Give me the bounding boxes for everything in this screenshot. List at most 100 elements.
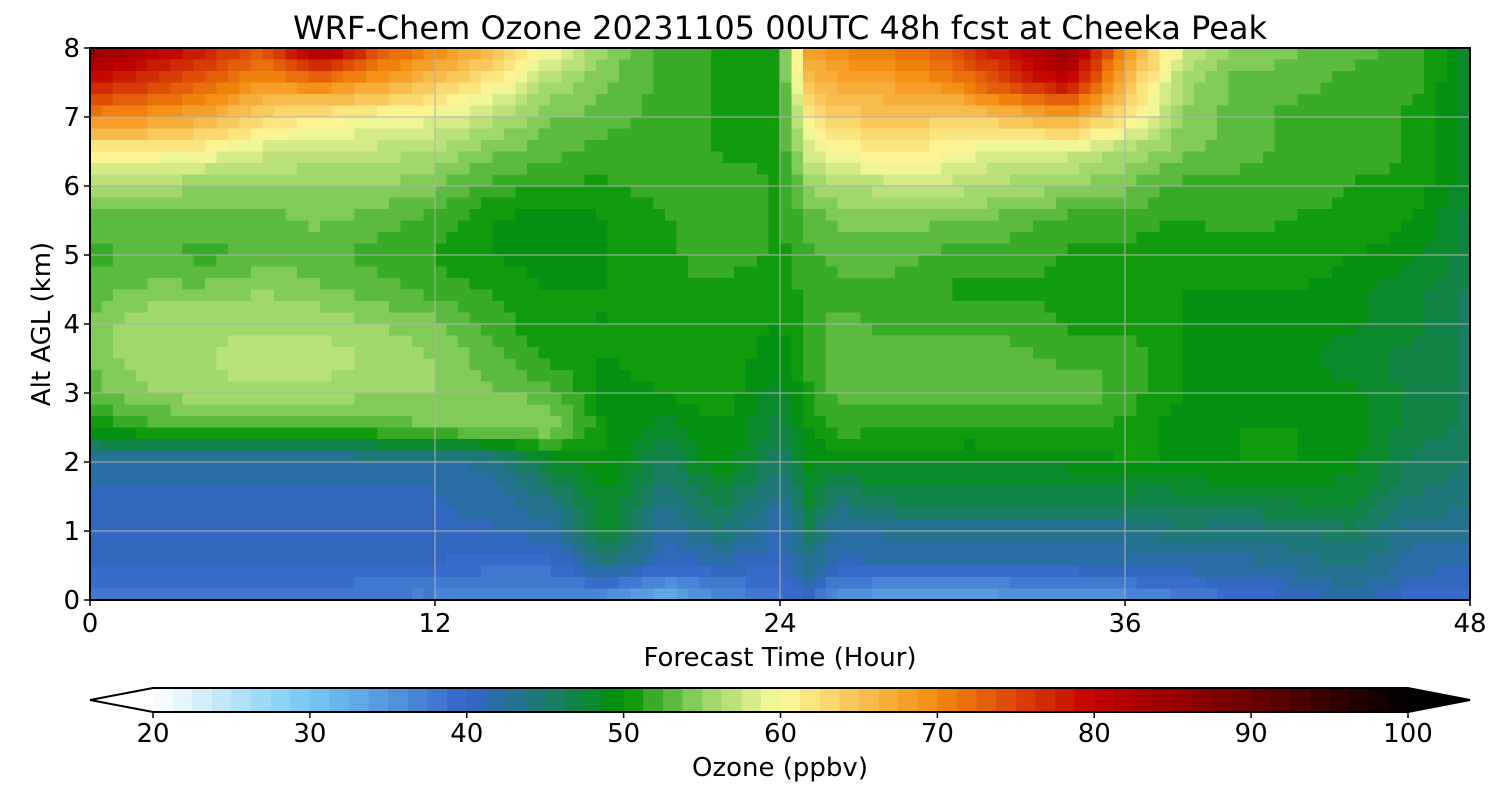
- heatmap-cell: [573, 335, 586, 348]
- heatmap-cell: [964, 347, 977, 360]
- heatmap-cell: [676, 312, 689, 325]
- heatmap-cell: [297, 278, 310, 291]
- heatmap-cell: [216, 140, 229, 153]
- heatmap-cell: [1309, 278, 1322, 291]
- heatmap-cell: [619, 174, 632, 187]
- heatmap-cell: [803, 209, 816, 222]
- heatmap-cell: [113, 473, 126, 486]
- heatmap-cell: [1297, 243, 1310, 256]
- heatmap-cell: [803, 404, 816, 417]
- heatmap-cell: [377, 82, 390, 95]
- heatmap-cell: [642, 243, 655, 256]
- heatmap-cell: [1044, 140, 1057, 153]
- heatmap-cell: [895, 289, 908, 302]
- heatmap-cell: [182, 462, 195, 475]
- heatmap-cell: [849, 439, 862, 452]
- heatmap-cell: [481, 439, 494, 452]
- heatmap-cell: [170, 358, 183, 371]
- heatmap-cell: [1067, 473, 1080, 486]
- heatmap-cell: [1389, 174, 1402, 187]
- heatmap-cell: [389, 117, 402, 130]
- heatmap-cell: [918, 416, 931, 429]
- heatmap-cell: [1286, 220, 1299, 233]
- heatmap-cell: [1458, 473, 1471, 486]
- heatmap-cell: [964, 140, 977, 153]
- heatmap-cell: [860, 473, 873, 486]
- heatmap-cell: [1136, 393, 1149, 406]
- heatmap-cell: [1102, 416, 1115, 429]
- heatmap-cell: [883, 289, 896, 302]
- heatmap-cell: [1263, 48, 1276, 61]
- heatmap-cell: [573, 59, 586, 72]
- heatmap-cell: [136, 94, 149, 107]
- heatmap-cell: [193, 370, 206, 383]
- heatmap-cell: [872, 393, 885, 406]
- heatmap-cell: [987, 71, 1000, 84]
- heatmap-cell: [400, 439, 413, 452]
- heatmap-cell: [941, 473, 954, 486]
- heatmap-cell: [1412, 416, 1425, 429]
- heatmap-cell: [1263, 71, 1276, 84]
- heatmap-cell: [366, 404, 379, 417]
- heatmap-cell: [573, 450, 586, 463]
- heatmap-cell: [377, 220, 390, 233]
- heatmap-cell: [1067, 105, 1080, 118]
- heatmap-cell: [1148, 163, 1161, 176]
- heatmap-cell: [1332, 473, 1345, 486]
- heatmap-cell: [1332, 427, 1345, 440]
- heatmap-cell: [343, 186, 356, 199]
- heatmap-cell: [216, 335, 229, 348]
- heatmap-cell: [435, 519, 448, 532]
- heatmap-cell: [400, 151, 413, 164]
- heatmap-cell: [665, 519, 678, 532]
- heatmap-cell: [1102, 278, 1115, 291]
- heatmap-cell: [768, 427, 781, 440]
- heatmap-cell: [492, 462, 505, 475]
- heatmap-cell: [895, 427, 908, 440]
- heatmap-cell: [216, 427, 229, 440]
- heatmap-cell: [1251, 278, 1264, 291]
- heatmap-cells: [90, 48, 1471, 601]
- heatmap-cell: [1297, 324, 1310, 337]
- heatmap-cell: [400, 232, 413, 245]
- heatmap-cell: [1309, 243, 1322, 256]
- heatmap-cell: [1136, 243, 1149, 256]
- heatmap-cell: [124, 59, 137, 72]
- heatmap-cell: [803, 220, 816, 233]
- heatmap-cell: [504, 312, 517, 325]
- heatmap-cell: [1056, 94, 1069, 107]
- heatmap-cell: [699, 71, 712, 84]
- heatmap-cell: [1113, 117, 1126, 130]
- heatmap-cell: [734, 266, 747, 279]
- heatmap-cell: [136, 163, 149, 176]
- heatmap-cell: [389, 473, 402, 486]
- heatmap-cell: [113, 128, 126, 141]
- heatmap-cell: [941, 324, 954, 337]
- heatmap-cell: [205, 209, 218, 222]
- heatmap-cell: [446, 278, 459, 291]
- heatmap-cell: [308, 508, 321, 521]
- heatmap-cell: [826, 94, 839, 107]
- heatmap-cell: [1217, 59, 1230, 72]
- heatmap-cell: [987, 243, 1000, 256]
- heatmap-cell: [1401, 266, 1414, 279]
- heatmap-cell: [895, 496, 908, 509]
- heatmap-cell: [400, 220, 413, 233]
- heatmap-cell: [1067, 128, 1080, 141]
- heatmap-cell: [814, 335, 827, 348]
- heatmap-cell: [216, 496, 229, 509]
- heatmap-cell: [837, 519, 850, 532]
- heatmap-cell: [90, 358, 103, 371]
- heatmap-cell: [331, 427, 344, 440]
- heatmap-cell: [1251, 232, 1264, 245]
- heatmap-cell: [435, 59, 448, 72]
- heatmap-cell: [941, 427, 954, 440]
- heatmap-cell: [1102, 59, 1115, 72]
- heatmap-cell: [1194, 358, 1207, 371]
- heatmap-cell: [1251, 105, 1264, 118]
- heatmap-cell: [262, 404, 275, 417]
- heatmap-cell: [1343, 496, 1356, 509]
- heatmap-cell: [814, 439, 827, 452]
- heatmap-cell: [1182, 232, 1195, 245]
